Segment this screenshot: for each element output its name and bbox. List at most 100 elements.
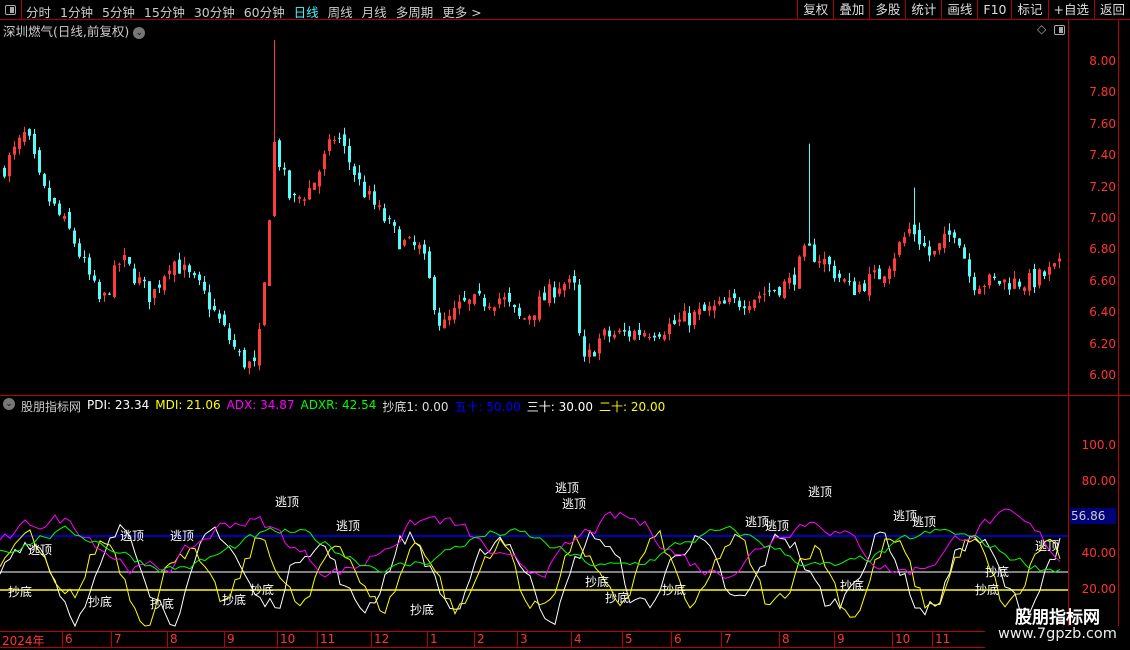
date-label: 4 xyxy=(571,632,582,647)
candle-body xyxy=(953,232,956,238)
candle-body xyxy=(678,319,681,322)
candle-body xyxy=(133,268,136,284)
candle-body xyxy=(453,307,456,320)
period-tab[interactable]: 月线 xyxy=(361,5,387,20)
candle-body xyxy=(923,242,926,246)
candle-body xyxy=(153,289,156,299)
candle-body xyxy=(628,330,631,337)
period-tab[interactable]: 更多 > xyxy=(442,5,482,20)
sidebar-toggle-button[interactable] xyxy=(0,0,22,20)
period-tab[interactable]: 15分钟 xyxy=(143,5,185,20)
candle-body xyxy=(118,263,121,265)
watermark-url: www.7gpzb.com xyxy=(985,626,1130,648)
candle-body xyxy=(868,273,871,296)
period-tab[interactable]: 日线 xyxy=(293,5,319,20)
period-tab[interactable]: 30分钟 xyxy=(193,5,235,20)
chevron-down-icon[interactable]: ⌄ xyxy=(3,398,15,410)
candle-body xyxy=(618,330,621,333)
toolbar-button[interactable]: 叠加 xyxy=(833,0,869,20)
candle-body xyxy=(668,323,671,335)
candle-body xyxy=(208,292,211,310)
stock-title: 深圳燃气(日线,前复权) xyxy=(3,24,130,39)
candle-body xyxy=(443,319,446,329)
candle-body xyxy=(903,236,906,244)
signal-bottom-label: 抄底 xyxy=(222,592,246,607)
candle-body xyxy=(883,276,886,284)
signal-top-label: 逃顶 xyxy=(745,515,769,529)
candle-body xyxy=(978,288,981,294)
chevron-down-icon[interactable]: ⌄ xyxy=(133,26,146,39)
legend-item: ADXR: 42.54 xyxy=(300,398,377,412)
candle-body xyxy=(733,293,736,299)
period-tab[interactable]: 1分钟 xyxy=(60,5,93,20)
candle-body xyxy=(873,270,876,273)
candle-body xyxy=(303,199,306,201)
candle-body xyxy=(993,276,996,279)
toolbar-button[interactable]: 复权 xyxy=(797,0,833,20)
candle-body xyxy=(113,265,116,298)
candle-body xyxy=(828,256,831,265)
candle-body xyxy=(543,292,546,301)
period-tab[interactable]: 多周期 xyxy=(395,5,434,20)
price-tick: 6.60 xyxy=(1089,273,1116,288)
candle-body xyxy=(713,305,716,311)
candlestick-chart[interactable] xyxy=(0,38,1068,395)
candle-body xyxy=(498,298,501,305)
candle-body xyxy=(528,315,531,320)
candle-body xyxy=(293,193,296,196)
signal-top-label: 逃顶 xyxy=(28,543,52,557)
toolbar-button[interactable]: 多股 xyxy=(869,0,905,20)
candle-body xyxy=(673,320,676,324)
candle-body xyxy=(258,328,261,366)
candle-body xyxy=(283,167,286,170)
candle-body xyxy=(813,244,816,262)
candle-body xyxy=(53,197,56,204)
candle-body xyxy=(408,237,411,239)
toolbar-button[interactable]: 画线 xyxy=(941,0,977,20)
candle-body xyxy=(43,174,46,186)
diamond-icon[interactable]: ◇ xyxy=(1037,22,1047,36)
candle-body xyxy=(448,315,451,321)
candle-body xyxy=(88,257,91,275)
panel-toggle-icon[interactable] xyxy=(1054,25,1065,35)
candle-body xyxy=(313,182,316,190)
period-tab[interactable]: 5分钟 xyxy=(101,5,135,20)
candle-body xyxy=(573,276,576,283)
candle-body xyxy=(738,300,741,307)
candle-body xyxy=(338,137,341,139)
candle-body xyxy=(68,212,71,229)
candle-body xyxy=(938,243,941,251)
candle-body xyxy=(478,290,481,294)
toolbar-buttons: 复权 叠加 多股 统计 画线 F10 标记 +自选 返回 xyxy=(797,0,1130,20)
candle-body xyxy=(973,276,976,291)
signal-bottom-label: 抄底 xyxy=(410,602,434,617)
candle-body xyxy=(608,330,611,337)
toolbar-button[interactable]: 标记 xyxy=(1011,0,1047,20)
signal-top-label: 逃顶 xyxy=(912,515,936,529)
candle-body xyxy=(653,335,656,338)
date-label: 12 xyxy=(371,632,389,647)
candle-body xyxy=(863,283,866,292)
candle-body xyxy=(523,318,526,320)
candle-body xyxy=(983,286,986,288)
period-tab[interactable]: 60分钟 xyxy=(243,5,285,20)
candle-body xyxy=(988,274,991,286)
candle-body xyxy=(353,166,356,175)
toolbar-button[interactable]: 返回 xyxy=(1093,0,1130,20)
candle-body xyxy=(213,305,216,311)
candle-body xyxy=(1053,263,1056,267)
candle-body xyxy=(1043,271,1046,277)
period-tab[interactable]: 分时 xyxy=(26,5,52,20)
period-tab[interactable]: 周线 xyxy=(327,5,353,20)
candle-body xyxy=(568,279,571,283)
toolbar-button[interactable]: F10 xyxy=(977,0,1011,20)
toolbar-button[interactable]: +自选 xyxy=(1047,0,1094,20)
candle-body xyxy=(178,259,181,274)
candle-body xyxy=(458,301,461,309)
toolbar-button[interactable]: 统计 xyxy=(905,0,941,20)
candle-body xyxy=(683,311,686,322)
candle-body xyxy=(723,300,726,304)
candle-body xyxy=(38,150,41,173)
candle-body xyxy=(378,205,381,207)
